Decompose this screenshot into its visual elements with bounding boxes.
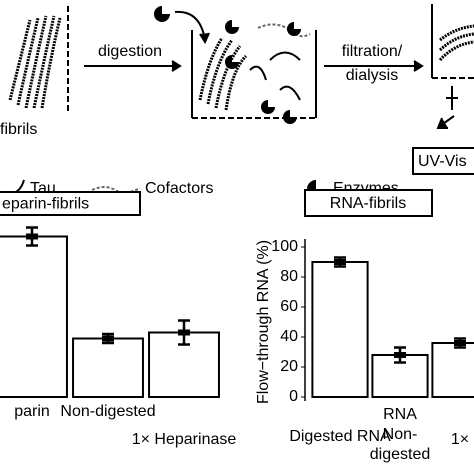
step-label: digestion [98, 43, 162, 60]
x-tick-label: parin [14, 403, 50, 420]
step-label: dialysis [346, 67, 398, 84]
error-center [102, 335, 114, 342]
bar [311, 261, 369, 398]
y-tick-label: 60 [280, 298, 298, 315]
error-center [178, 329, 190, 336]
panel-header [304, 189, 433, 217]
x-tick-label: RNA Non-digested [369, 406, 431, 463]
readout-label: UV-Vis [418, 153, 467, 170]
x-tick-label: Non-digested [60, 403, 156, 420]
error-center [454, 340, 466, 346]
y-tick-label: 20 [280, 358, 298, 375]
error-center [26, 233, 38, 240]
bar [72, 337, 144, 398]
schematic [7, 4, 474, 195]
error-center [394, 352, 406, 358]
y-tick-label: 80 [280, 268, 298, 285]
panel-title: RNA-fibrils [330, 195, 406, 212]
y-axis-label: Flow−through RNA (%) [255, 240, 272, 404]
y-tick-label: 100 [271, 238, 298, 255]
bar [431, 342, 474, 398]
x-tick-label: 1× Heparinase [131, 431, 237, 448]
panel-title: eparin-fibrils [2, 196, 89, 213]
schematic-label: fibrils [0, 121, 37, 138]
y-tick-label: 0 [289, 388, 298, 405]
x-tick-label: Digested RNA [289, 428, 391, 445]
y-tick-label: 40 [280, 328, 298, 345]
step-label: filtration/ [342, 43, 403, 60]
bar [0, 235, 68, 398]
panel-header [0, 191, 141, 216]
enzymes [154, 6, 325, 198]
x-tick-label: 1× [450, 431, 470, 448]
legend-entry: Cofactors [145, 180, 213, 197]
error-center [334, 259, 346, 265]
